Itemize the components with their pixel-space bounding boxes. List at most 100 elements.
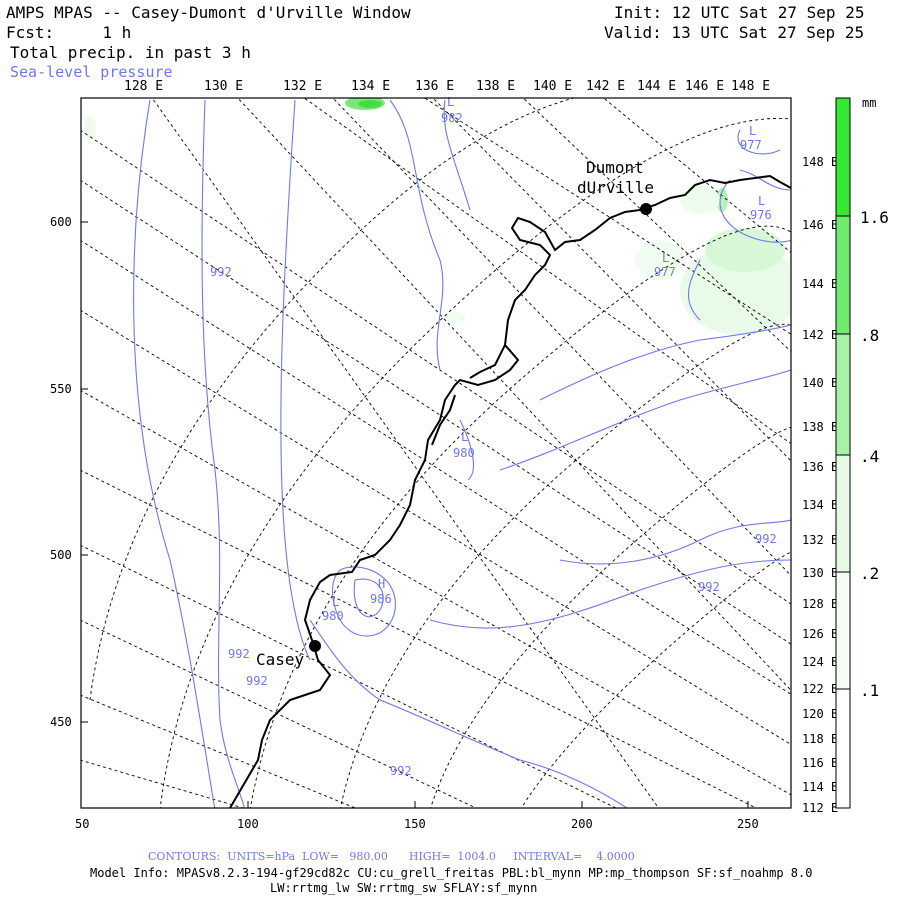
lon-label: 132 E [802, 533, 838, 547]
colorbar: mm 1.6 .8 .4 .2 .1 [835, 96, 889, 809]
lon-label: 132 E [283, 79, 322, 94]
colorbar-segment [836, 334, 850, 455]
model-info-line2: LW:rrtmg_lw SW:rrtmg_sw SFLAY:sf_mynn [270, 881, 538, 895]
lon-label: 148 E [731, 79, 770, 94]
contour-label: 992 [755, 532, 777, 546]
station-casey: Casey [256, 640, 321, 669]
right-longitude-labels: 148 E 146 E 144 E 142 E 140 E 138 E 136 … [802, 155, 838, 815]
colorbar-segment [836, 689, 850, 808]
contour-label: 992 [228, 647, 250, 661]
colorbar-unit: mm [862, 96, 876, 110]
colorbar-label: .4 [860, 447, 879, 466]
lon-label: 138 E [476, 79, 515, 94]
lon-label: 124 E [802, 655, 838, 669]
lon-label: 112 E [802, 801, 838, 815]
x-tick-label: 150 [404, 817, 426, 831]
pressure-center: L [758, 194, 765, 208]
colorbar-label: .1 [860, 681, 879, 700]
station-label: Casey [256, 650, 305, 669]
contour-label: 977 [740, 138, 762, 152]
precip-shading [84, 98, 791, 335]
lon-label: 118 E [802, 732, 838, 746]
station-label: dUrville [577, 178, 654, 197]
y-tick-label: 450 [50, 715, 72, 729]
lon-label: 142 E [802, 328, 838, 342]
y-tick-marks [81, 221, 88, 723]
x-tick-label: 100 [237, 817, 259, 831]
lon-label: 140 E [533, 79, 572, 94]
lon-label: 128 E [802, 597, 838, 611]
contour-label: 977 [654, 265, 676, 279]
lon-label: 116 E [802, 756, 838, 770]
station-dumont-durville: Dumont dUrville [577, 158, 654, 215]
station-label: Dumont [586, 158, 644, 177]
contours-info: CONTOURS: UNITS=hPa LOW= 980.00 HIGH= 10… [148, 850, 635, 863]
field-label-pressure: Sea-level pressure [10, 63, 173, 81]
pressure-center: H [378, 577, 385, 591]
lon-label: 138 E [802, 420, 838, 434]
x-axis-labels: 50 100 150 200 250 [75, 817, 759, 831]
model-info: Model Info: MPASv8.2.3-194-gf29cd82c CU:… [90, 866, 813, 880]
y-axis-labels: 450 500 550 600 [50, 215, 72, 729]
lon-label: 146 E [802, 218, 838, 232]
lon-label: 126 E [802, 627, 838, 641]
y-tick-label: 500 [50, 548, 72, 562]
x-tick-marks [80, 801, 749, 808]
contour-label: 992 [698, 580, 720, 594]
lon-label: 140 E [802, 376, 838, 390]
lon-label: 120 E [802, 707, 838, 721]
valid-time: Valid: 13 UTC Sat 27 Sep 25 [604, 23, 865, 42]
lon-label: 148 E [802, 155, 838, 169]
contour-label-group: 982 977 976 977 992 980 992 992 980 986 … [210, 95, 777, 778]
pressure-contours [133, 99, 791, 808]
map-frame [80, 97, 792, 809]
init-time: Init: 12 UTC Sat 27 Sep 25 [614, 3, 865, 22]
lon-label: 134 E [802, 498, 838, 512]
pressure-center: L [749, 124, 756, 138]
colorbar-segment [836, 98, 850, 216]
lon-label: 142 E [586, 79, 625, 94]
lon-label: 136 E [415, 79, 454, 94]
y-tick-label: 600 [50, 215, 72, 229]
colorbar-segment [836, 455, 850, 572]
lon-label: 146 E [685, 79, 724, 94]
pressure-center: L [461, 430, 468, 444]
lon-label: 128 E [124, 79, 163, 94]
contour-label: 992 [210, 265, 232, 279]
y-tick-label: 550 [50, 382, 72, 396]
contour-label: 980 [322, 609, 344, 623]
contour-label: 986 [370, 592, 392, 606]
colorbar-segment [836, 572, 850, 689]
x-tick-label: 200 [571, 817, 593, 831]
contour-label: 992 [246, 674, 268, 688]
top-longitude-labels: 128 E 130 E 132 E 134 E 136 E 138 E 140 … [124, 79, 770, 94]
contour-label: 992 [390, 764, 412, 778]
pressure-center: L [662, 251, 669, 265]
colorbar-label: 1.6 [860, 208, 889, 227]
station-marker [309, 640, 321, 652]
lon-label: 144 E [637, 79, 676, 94]
lon-label: 130 E [802, 566, 838, 580]
contour-label: 980 [453, 446, 475, 460]
colorbar-segment [836, 216, 850, 334]
colorbar-label: .8 [860, 326, 879, 345]
lon-label: 134 E [351, 79, 390, 94]
coastline [229, 174, 791, 808]
lon-label: 130 E [204, 79, 243, 94]
forecast-hour: Fcst: 1 h [6, 23, 132, 42]
lon-label: 136 E [802, 460, 838, 474]
lon-label: 114 E [802, 780, 838, 794]
station-marker [640, 203, 652, 215]
map-title: AMPS MPAS -- Casey-Dumont d'Urville Wind… [6, 3, 411, 22]
colorbar-label: .2 [860, 564, 879, 583]
x-tick-label: 50 [75, 817, 89, 831]
pressure-center: L [332, 595, 339, 609]
contour-label: 976 [750, 208, 772, 222]
lon-label: 144 E [802, 277, 838, 291]
x-tick-label: 250 [737, 817, 759, 831]
lon-label: 122 E [802, 682, 838, 696]
field-label-precip: Total precip. in past 3 h [10, 43, 251, 62]
pressure-center: L [447, 95, 454, 109]
contour-label: 982 [441, 111, 463, 125]
